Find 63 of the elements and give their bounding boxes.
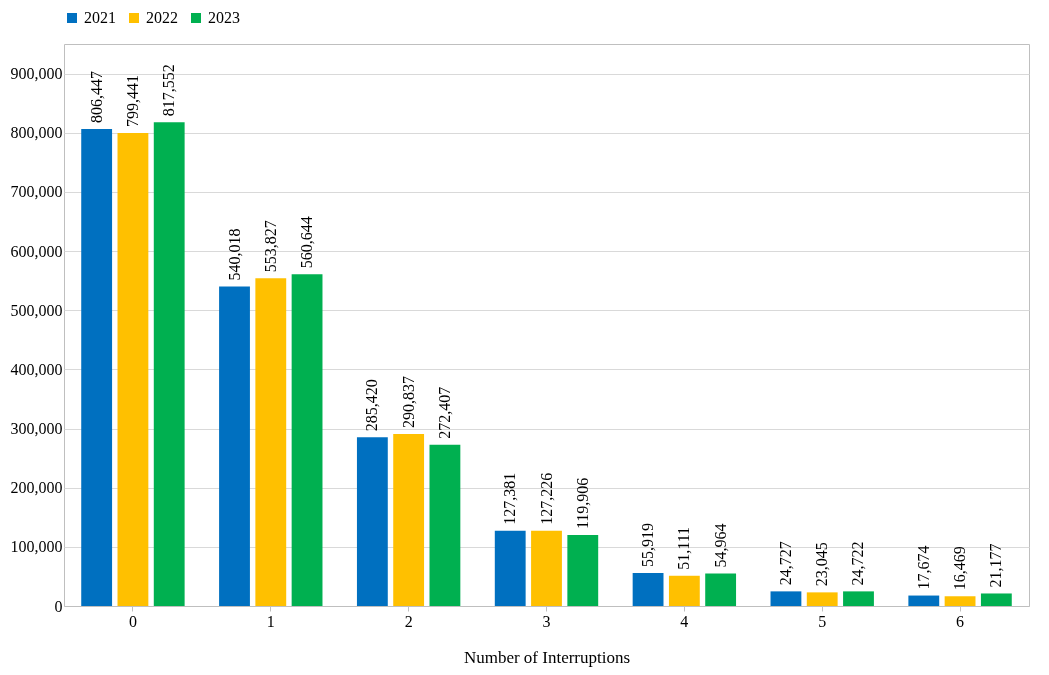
data-label: 127,381 xyxy=(501,472,519,525)
legend-label: 2023 xyxy=(208,9,240,26)
data-label: 817,552 xyxy=(160,64,178,117)
bar xyxy=(770,591,802,606)
bar xyxy=(356,437,388,606)
data-label: 560,644 xyxy=(298,216,316,269)
bar xyxy=(531,530,562,606)
x-tick-label: 2 xyxy=(404,612,413,630)
data-label: 24,727 xyxy=(776,541,794,586)
data-label: 272,407 xyxy=(435,386,453,439)
y-tick-label: 600,000 xyxy=(10,242,63,260)
y-tick-label: 700,000 xyxy=(10,183,63,201)
y-tick-label: 300,000 xyxy=(10,420,63,438)
x-tick-label: 1 xyxy=(266,612,275,630)
data-label: 51,111 xyxy=(675,526,693,570)
bar xyxy=(153,122,185,606)
bar xyxy=(255,278,287,606)
y-tick-label: 800,000 xyxy=(10,124,63,142)
x-axis-title: Number of Interruptions xyxy=(463,647,631,667)
data-label: 799,441 xyxy=(123,75,141,128)
y-tick-label: 200,000 xyxy=(10,479,63,497)
data-label: 17,674 xyxy=(914,545,932,590)
bar xyxy=(705,573,737,606)
bar xyxy=(117,133,149,606)
y-tick-label: 400,000 xyxy=(10,360,63,378)
x-tick-label: 6 xyxy=(956,612,965,630)
bar xyxy=(291,274,323,606)
data-label: 21,177 xyxy=(987,543,1005,588)
y-tick-label: 900,000 xyxy=(10,65,63,83)
x-tick-label: 4 xyxy=(680,612,689,630)
x-tick-label: 0 xyxy=(128,612,137,630)
data-label: 285,420 xyxy=(363,379,381,432)
y-tick-label: 0 xyxy=(54,597,63,615)
bar xyxy=(843,591,874,606)
data-label: 553,827 xyxy=(261,220,279,273)
data-label: 55,919 xyxy=(639,522,657,567)
bar xyxy=(393,433,425,606)
bar xyxy=(219,286,250,606)
bar xyxy=(567,535,599,606)
data-label: 127,226 xyxy=(537,472,555,525)
x-tick-label: 3 xyxy=(542,612,551,630)
data-label: 16,469 xyxy=(951,546,969,591)
y-tick-label: 100,000 xyxy=(10,538,63,556)
data-label: 540,018 xyxy=(225,228,243,281)
bar xyxy=(806,592,838,606)
data-label: 24,722 xyxy=(849,541,867,586)
data-label: 119,906 xyxy=(573,477,591,530)
bar xyxy=(980,593,1012,606)
bar xyxy=(494,530,526,606)
bar xyxy=(944,596,976,606)
data-label: 23,045 xyxy=(813,542,831,587)
bar xyxy=(632,572,664,606)
data-label: 54,964 xyxy=(711,523,729,568)
bar xyxy=(668,575,700,606)
bar xyxy=(908,595,940,606)
data-label: 806,447 xyxy=(87,70,105,123)
legend-label: 2021 xyxy=(84,9,116,26)
bar xyxy=(81,128,113,606)
legend-label: 2022 xyxy=(146,9,178,26)
bar xyxy=(429,444,461,606)
x-tick-label: 5 xyxy=(818,612,827,630)
y-tick-label: 500,000 xyxy=(10,301,63,319)
data-label: 290,837 xyxy=(399,375,417,428)
